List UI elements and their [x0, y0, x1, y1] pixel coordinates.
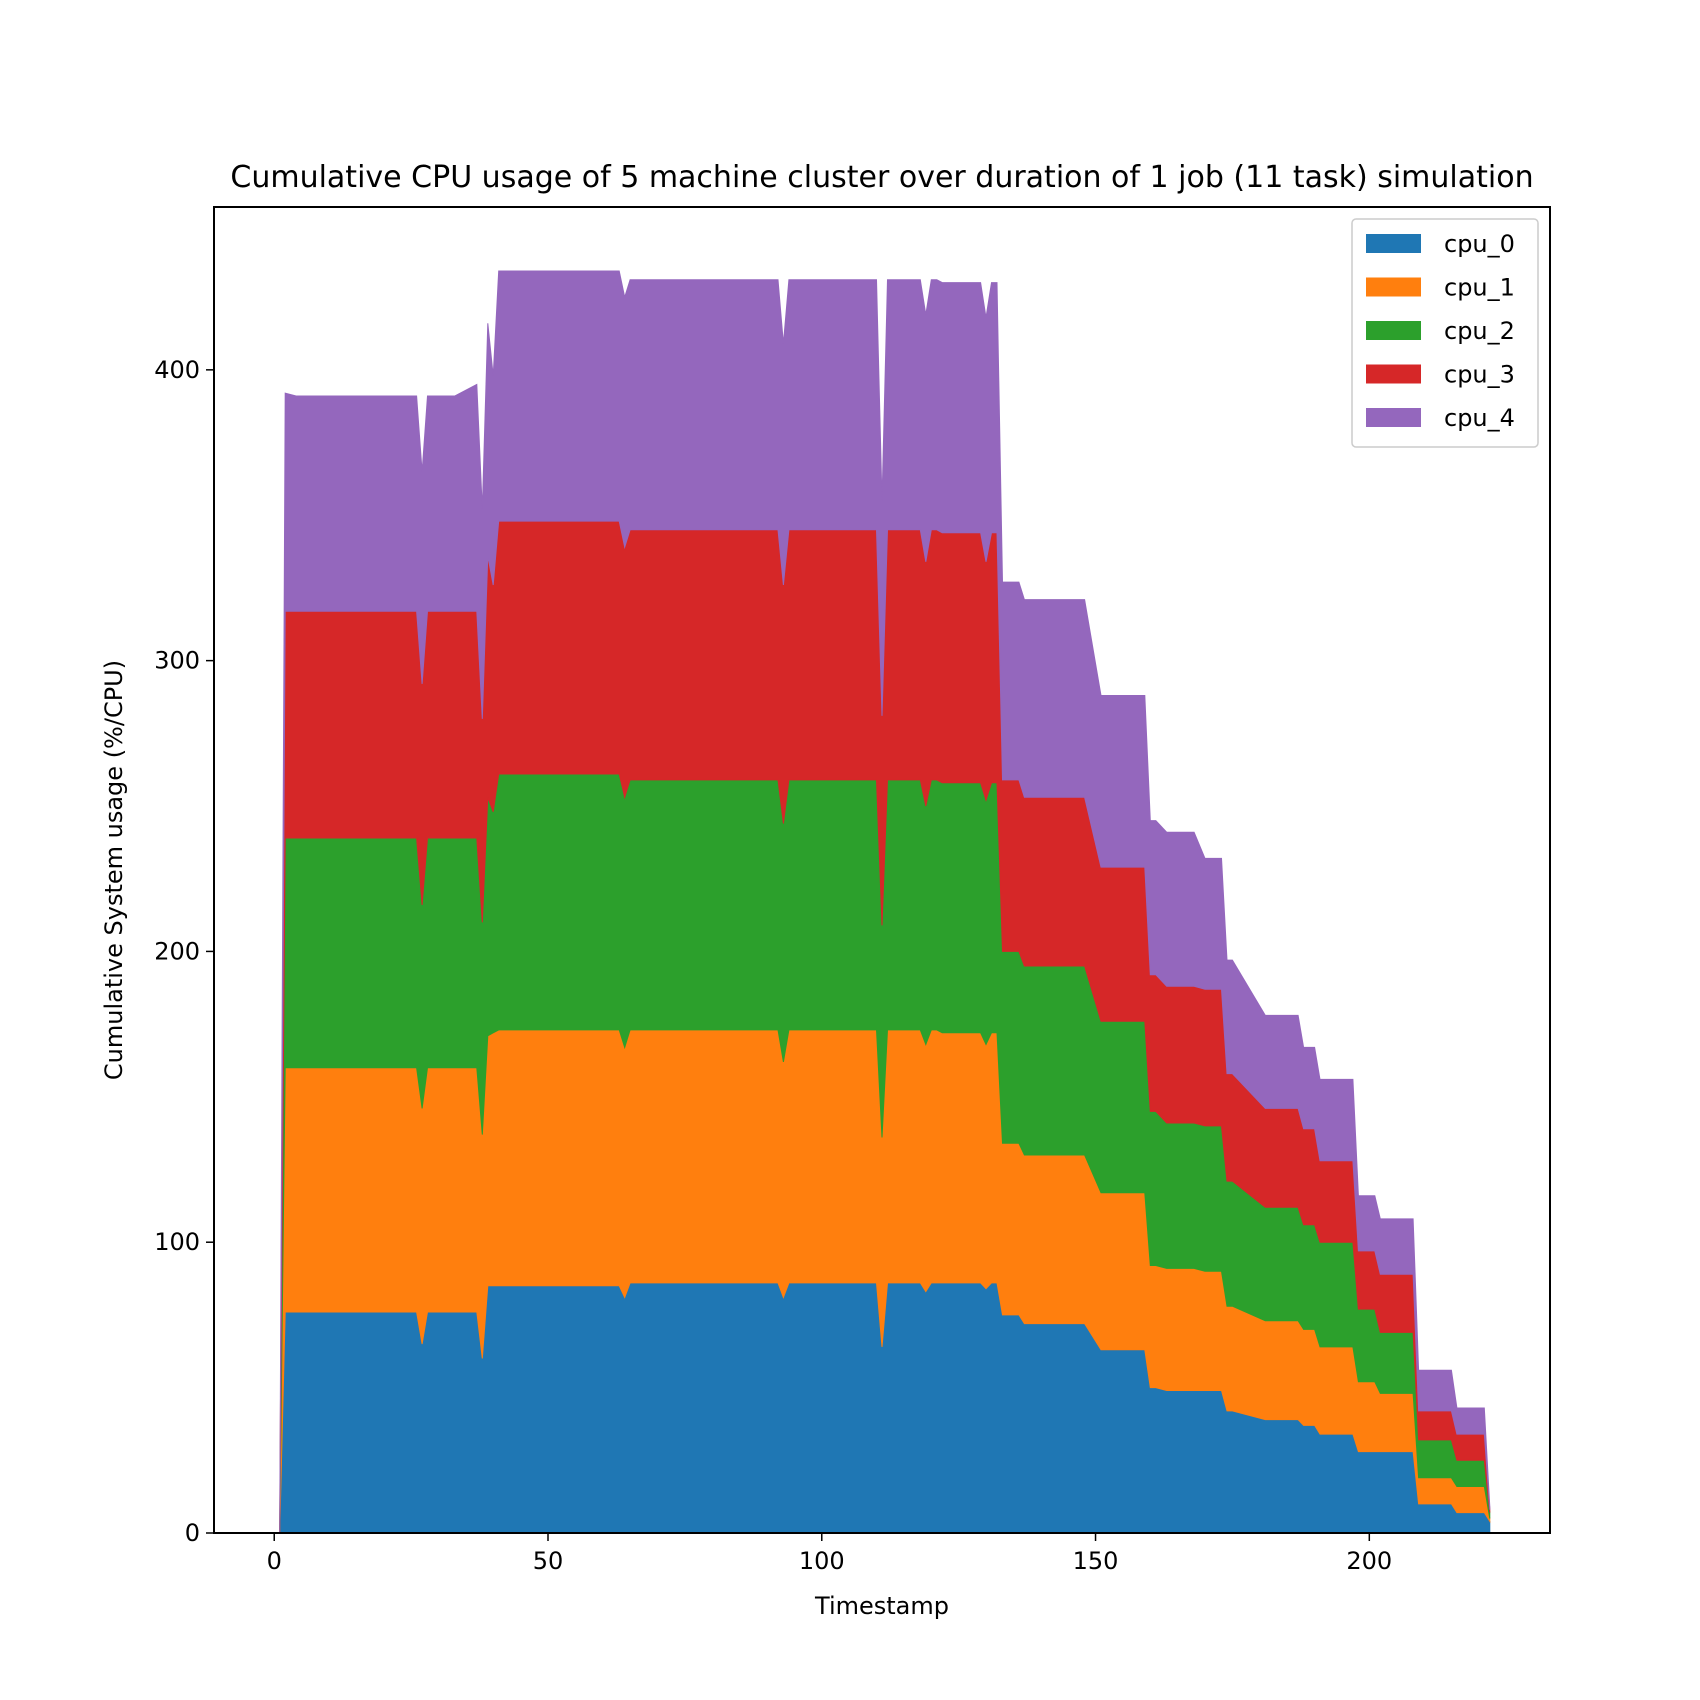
- x-tick-label: 100: [799, 1547, 845, 1575]
- legend-swatch-cpu-1: [1366, 277, 1421, 297]
- x-axis-ticks: 0 50 100 150 200: [267, 1533, 1392, 1575]
- axes-frame: [213, 206, 1551, 1534]
- chart-title: Cumulative CPU usage of 5 machine cluste…: [230, 160, 1533, 195]
- x-axis-label: Timestamp: [814, 1592, 949, 1620]
- legend-label-cpu-1: cpu_1: [1444, 274, 1515, 302]
- y-tick-label: 400: [154, 356, 200, 384]
- legend-frame: [1351, 218, 1539, 448]
- y-axis-label: Cumulative System usage (%/CPU): [100, 660, 128, 1080]
- y-tick-label: 100: [154, 1228, 200, 1256]
- legend-label-cpu-4: cpu_4: [1444, 404, 1515, 432]
- area-cpu-4: [279, 270, 1491, 1534]
- legend-swatch-cpu-0: [1366, 234, 1421, 253]
- legend: cpu_0 cpu_1 cpu_2 cpu_3 cpu_4: [1351, 218, 1539, 448]
- x-tick-label: 200: [1346, 1547, 1392, 1575]
- x-tick-label: 150: [1073, 1547, 1119, 1575]
- x-tick-label: 50: [533, 1547, 564, 1575]
- x-tick-label: 0: [267, 1547, 282, 1575]
- legend-swatch-cpu-2: [1366, 321, 1421, 340]
- area-series-group: [279, 270, 1491, 1534]
- y-tick-label: 200: [154, 937, 200, 965]
- legend-label-cpu-2: cpu_2: [1444, 317, 1515, 345]
- legend-label-cpu-3: cpu_3: [1444, 361, 1515, 389]
- legend-label-cpu-0: cpu_0: [1444, 230, 1515, 258]
- y-tick-label: 300: [154, 647, 200, 675]
- legend-swatch-cpu-3: [1366, 364, 1421, 384]
- y-axis-ticks: 0 100 200 300 400: [154, 356, 214, 1547]
- legend-swatch-cpu-4: [1366, 408, 1421, 427]
- y-tick-label: 0: [185, 1519, 200, 1547]
